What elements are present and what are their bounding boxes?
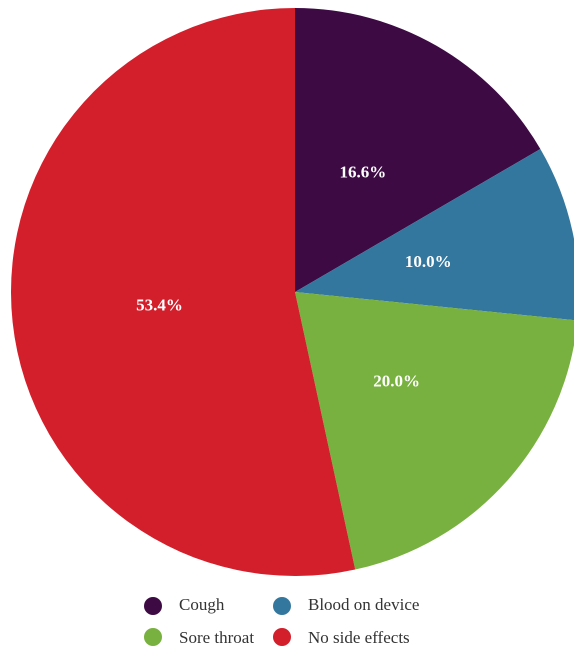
legend-swatch-sore-throat [144,628,162,646]
legend: Cough Blood on device Sore throat No side e… [144,595,419,647]
pie-slice-sore-throat [295,292,574,570]
pie-slice-cough [295,8,541,292]
legend-swatch-cough [144,597,162,615]
pie-slice-no-side-effects [10,8,356,576]
slice-label-sore-throat: 20.0% [373,372,420,391]
legend-swatch-no-side-effects [273,628,291,646]
pie-slice-labels: 16.6% 10.0% 20.0% 53.4% [136,163,452,391]
pie-slice-blood-on-device [295,148,574,321]
slice-label-cough: 16.6% [340,163,387,182]
legend-swatch-blood-on-device [273,597,291,615]
legend-item-blood-on-device: Blood on device [273,595,419,615]
legend-label-no-side-effects: No side effects [308,628,410,647]
slice-label-no-side-effects: 53.4% [136,295,183,314]
legend-item-no-side-effects: No side effects [273,628,410,647]
legend-item-sore-throat: Sore throat [144,628,254,647]
slice-label-blood-on-device: 10.0% [405,252,452,271]
legend-label-cough: Cough [179,595,225,614]
legend-label-sore-throat: Sore throat [179,628,254,647]
legend-item-cough: Cough [144,595,225,615]
legend-label-blood-on-device: Blood on device [308,595,419,614]
pie-slices [10,8,574,576]
